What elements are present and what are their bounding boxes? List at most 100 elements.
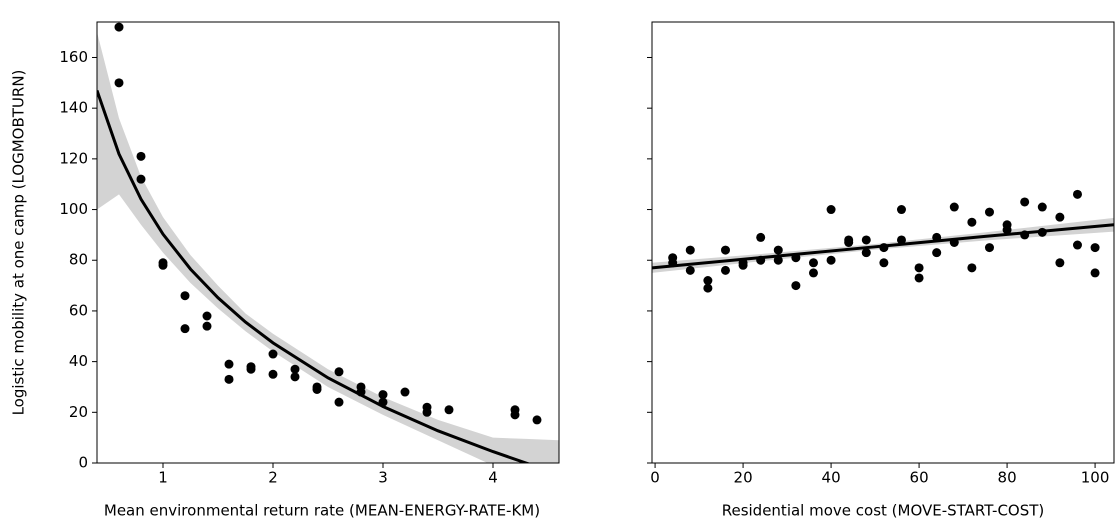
data-point [703, 283, 713, 293]
data-point [879, 243, 889, 253]
data-point [949, 238, 959, 247]
x-tick-label: 80 [998, 469, 1017, 487]
data-point [1037, 202, 1047, 212]
x-axis-label: Mean environmental return rate (MEAN-ENE… [104, 502, 540, 520]
data-point [703, 276, 713, 286]
y-tick-label: 20 [69, 403, 88, 421]
data-point [444, 405, 454, 415]
data-point [532, 415, 542, 425]
data-point [1037, 227, 1047, 237]
data-point [180, 291, 190, 301]
data-point [967, 217, 977, 227]
data-point [668, 258, 678, 268]
data-point [246, 364, 256, 374]
data-point [826, 205, 836, 215]
data-point [914, 273, 924, 283]
data-point [738, 260, 748, 270]
y-tick-label: 60 [69, 301, 88, 319]
data-point [510, 410, 520, 420]
y-tick-label: 140 [59, 99, 88, 117]
data-point [756, 255, 766, 265]
data-point [180, 324, 190, 334]
data-point [932, 248, 942, 258]
data-point [136, 151, 146, 161]
data-point [334, 397, 344, 407]
data-point [720, 245, 730, 255]
x-tick-label: 2 [268, 469, 278, 487]
data-point [334, 367, 344, 377]
data-point [290, 364, 300, 374]
data-point [312, 385, 322, 394]
data-point [400, 387, 410, 397]
axes-frame [96, 21, 560, 464]
data-point [1072, 189, 1082, 199]
data-point [844, 238, 854, 247]
axes-frame [651, 21, 1115, 464]
x-tick-label: 3 [378, 469, 388, 487]
data-point [356, 387, 366, 397]
data-point [685, 265, 695, 275]
x-tick-label: 20 [734, 469, 753, 487]
data-point [984, 243, 994, 253]
x-tick-label: 4 [488, 469, 498, 487]
data-point [879, 258, 889, 268]
data-point [1020, 197, 1030, 207]
data-point [268, 349, 278, 359]
data-point [791, 281, 801, 291]
data-point [114, 78, 124, 88]
data-point [826, 255, 836, 265]
x-tick-label: 60 [910, 469, 929, 487]
data-point [861, 248, 871, 258]
data-point [1090, 243, 1100, 253]
data-point [136, 174, 146, 184]
plot-area [652, 189, 1114, 293]
data-point [1055, 258, 1065, 268]
data-point [756, 232, 766, 242]
data-point [158, 260, 168, 270]
data-point [773, 255, 783, 265]
x-tick-label: 1 [158, 469, 168, 487]
data-point [914, 263, 924, 273]
data-point [861, 235, 871, 245]
data-point [967, 263, 977, 273]
data-point [378, 390, 388, 400]
data-point [1072, 240, 1082, 250]
x-tick-label: 0 [650, 469, 660, 487]
data-point [202, 321, 212, 331]
data-point [422, 407, 432, 417]
data-point [808, 258, 818, 268]
data-point [224, 359, 234, 369]
data-point [224, 374, 234, 384]
data-point [1020, 230, 1030, 240]
plot-area [97, 22, 559, 463]
confidence-band [97, 32, 559, 463]
x-tick-label: 40 [822, 469, 841, 487]
data-point [949, 202, 959, 212]
data-point [268, 369, 278, 379]
data-point [1002, 225, 1012, 235]
y-axis-label: Logistic mobility at one camp (LOGMOBTUR… [10, 70, 28, 416]
trend-line [97, 89, 531, 463]
data-point [896, 235, 906, 245]
data-point [1090, 268, 1100, 278]
data-point [720, 265, 730, 275]
data-point [1055, 212, 1065, 222]
data-point [808, 268, 818, 278]
data-point [773, 245, 783, 255]
data-point [932, 232, 942, 242]
y-tick-label: 40 [69, 352, 88, 370]
data-point [791, 253, 801, 263]
y-tick-label: 120 [59, 149, 88, 167]
y-tick-label: 100 [59, 200, 88, 218]
data-point [984, 207, 994, 217]
y-tick-label: 0 [78, 454, 88, 472]
data-point [290, 372, 300, 382]
data-point [114, 22, 124, 32]
y-tick-label: 160 [59, 48, 88, 66]
data-point [896, 205, 906, 215]
data-point [202, 311, 212, 321]
y-tick-label: 80 [69, 251, 88, 269]
data-point [378, 397, 388, 407]
x-tick-label: 100 [1081, 469, 1110, 487]
